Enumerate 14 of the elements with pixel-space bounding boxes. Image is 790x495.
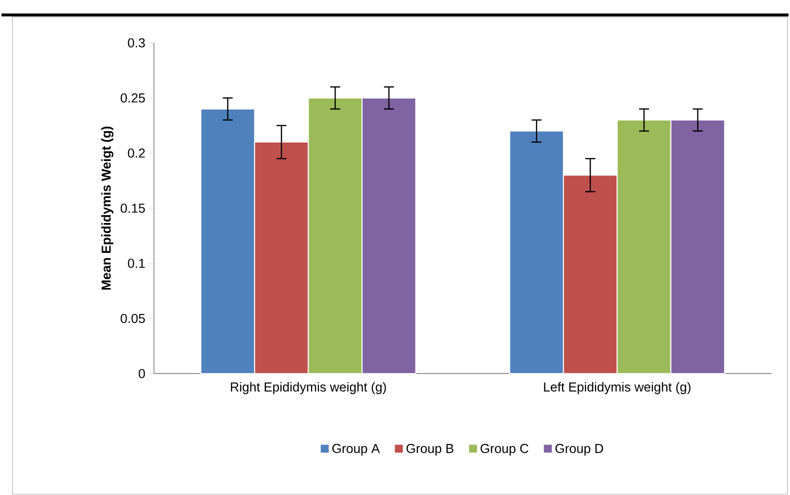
y-axis-title: Mean Epididymis Weigt (g) bbox=[101, 126, 114, 290]
y-tick-label: 0.3 bbox=[128, 38, 145, 48]
y-tick-label: 0.05 bbox=[120, 314, 145, 323]
y-tick-label: 0.25 bbox=[120, 93, 145, 102]
y-tick-label: 0.2 bbox=[128, 148, 145, 158]
y-tick-label: 0.15 bbox=[120, 204, 145, 213]
x-tick-label: Right Epididymis weight (g) bbox=[230, 382, 386, 394]
legend-label: Group C bbox=[480, 444, 528, 456]
x-tick-label: Left Epididymis weight (g) bbox=[544, 382, 690, 394]
y-tick-label: 0.1 bbox=[128, 258, 145, 268]
legend-label: Group B bbox=[406, 444, 454, 456]
legend-label: Group D bbox=[555, 444, 604, 456]
legend-label: Group A bbox=[332, 444, 380, 456]
y-tick-label: 0 bbox=[138, 368, 145, 378]
